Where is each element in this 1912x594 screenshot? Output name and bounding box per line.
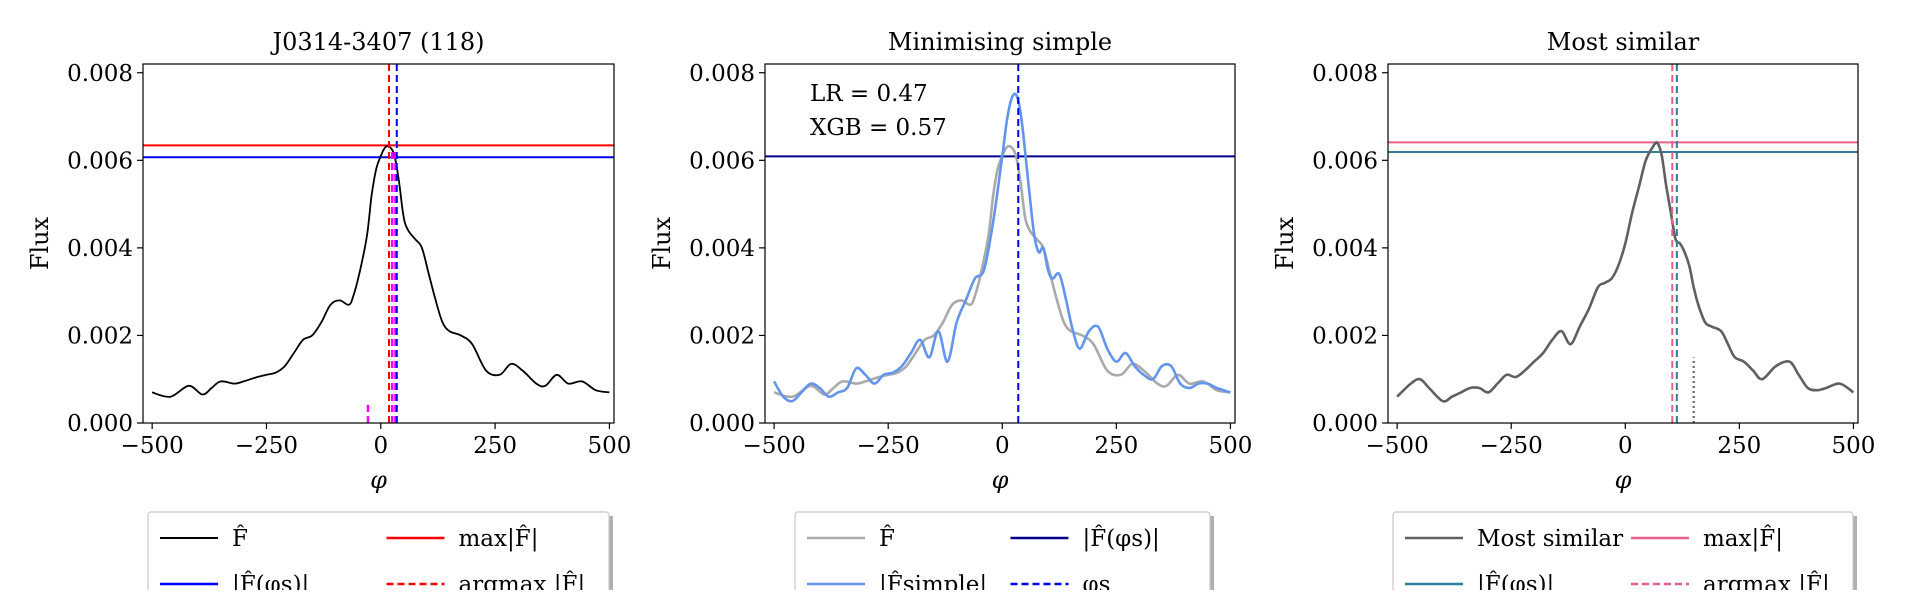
y-tick-label-2: 0.002 bbox=[1312, 323, 1378, 349]
y-tick-label-5: 0.008 bbox=[1312, 61, 1378, 87]
series-line-1 bbox=[1396, 141, 1855, 403]
y-tick-label-3: 0.004 bbox=[689, 236, 755, 262]
plot-area bbox=[765, 64, 1235, 423]
chart-panel-1: −500 −250 0 250 500 0.000 0.002 0.004 0.006 0.008… bbox=[26, 28, 631, 594]
plot-frame bbox=[764, 63, 1236, 424]
legend-label-4: argmax |F̂| bbox=[1703, 572, 1830, 590]
legend-label-4: argmax |F̂| bbox=[459, 572, 586, 590]
x-tick-label-1: −500 bbox=[743, 433, 806, 459]
x-tick-label-4: 250 bbox=[1717, 433, 1761, 459]
x-tick-label-1: −500 bbox=[1366, 433, 1429, 459]
y-tick-label-1: 0.000 bbox=[1312, 411, 1378, 437]
chart-title: Most similar bbox=[1547, 28, 1700, 56]
plot-area bbox=[143, 64, 614, 423]
y-axis-label: Flux bbox=[648, 216, 676, 270]
legend-label-4: φs bbox=[1083, 572, 1111, 590]
chart-panel-2: −500 −250 0 250 500 0.000 0.002 0.004 0.006 0.008… bbox=[648, 28, 1252, 594]
x-tick-label-2: −250 bbox=[857, 433, 920, 459]
x-tick-label-4: 250 bbox=[1094, 433, 1138, 459]
y-tick-label-5: 0.008 bbox=[689, 61, 755, 87]
legend: F̂ max|F̂| |F̂(φs)| argmax |F̂| bbox=[147, 511, 613, 594]
x-axis-label: φ bbox=[992, 466, 1009, 494]
y-tick-label-2: 0.002 bbox=[67, 323, 133, 349]
x-tick-label-3: 0 bbox=[373, 433, 388, 459]
plot-frame bbox=[142, 63, 615, 424]
x-tick-label-3: 0 bbox=[1618, 433, 1633, 459]
y-tick-label-4: 0.006 bbox=[689, 148, 755, 174]
chart-title: Minimising simple bbox=[888, 28, 1112, 56]
y-tick-label-2: 0.002 bbox=[689, 323, 755, 349]
series-line-2 bbox=[772, 92, 1231, 403]
series-line-1 bbox=[151, 145, 610, 398]
chart-panel-3: −500 −250 0 250 500 0.000 0.002 0.004 0.006 0.008… bbox=[1271, 28, 1875, 594]
legend-label-1: F̂ bbox=[879, 526, 895, 552]
y-tick-label-3: 0.004 bbox=[1312, 236, 1378, 262]
legend-label-2: |F̂(φs)| bbox=[1083, 526, 1160, 552]
y-axis-label: Flux bbox=[1271, 216, 1299, 270]
legend-label-3: |F̂simple| bbox=[879, 572, 987, 590]
x-tick-label-2: −250 bbox=[235, 433, 298, 459]
y-tick-label-1: 0.000 bbox=[67, 411, 133, 437]
x-axis-label: φ bbox=[1615, 466, 1632, 494]
plot-area bbox=[1388, 64, 1858, 423]
y-tick-label-4: 0.006 bbox=[67, 148, 133, 174]
plot-frame bbox=[1387, 63, 1859, 424]
legend-label-3: |F̂(φs)| bbox=[232, 572, 309, 590]
y-tick-label-1: 0.000 bbox=[689, 411, 755, 437]
legend-label-2: max|F̂| bbox=[459, 526, 539, 552]
legend-label-1: Most similar bbox=[1477, 526, 1623, 552]
chart-title: J0314-3407 (118) bbox=[269, 28, 484, 56]
x-axis-label: φ bbox=[370, 466, 387, 494]
y-axis-label: Flux bbox=[26, 216, 54, 270]
y-tick-label-3: 0.004 bbox=[67, 236, 133, 262]
annotation-1: LR = 0.47 bbox=[810, 81, 928, 107]
legend-box bbox=[1392, 511, 1854, 594]
x-tick-label-1: −500 bbox=[121, 433, 184, 459]
series-line-1 bbox=[773, 144, 1231, 399]
x-tick-label-5: 500 bbox=[1208, 433, 1252, 459]
x-tick-label-3: 0 bbox=[995, 433, 1010, 459]
legend-label-3: |F̂(φs)| bbox=[1477, 572, 1554, 590]
legend-box bbox=[794, 511, 1211, 594]
legend: Most similar max|F̂| |F̂(φs)| argmax |F̂| bbox=[1392, 511, 1857, 594]
y-tick-label-5: 0.008 bbox=[67, 61, 133, 87]
legend: F̂ |F̂(φs)| |F̂simple| φs bbox=[794, 511, 1214, 594]
annotation-2: XGB = 0.57 bbox=[810, 115, 947, 141]
legend-label-2: max|F̂| bbox=[1703, 526, 1783, 552]
legend-box bbox=[147, 511, 610, 594]
x-tick-label-5: 500 bbox=[587, 433, 631, 459]
x-tick-label-2: −250 bbox=[1480, 433, 1543, 459]
y-tick-label-4: 0.006 bbox=[1312, 148, 1378, 174]
x-tick-label-4: 250 bbox=[473, 433, 517, 459]
x-tick-label-5: 500 bbox=[1831, 433, 1875, 459]
legend-label-1: F̂ bbox=[232, 526, 248, 552]
